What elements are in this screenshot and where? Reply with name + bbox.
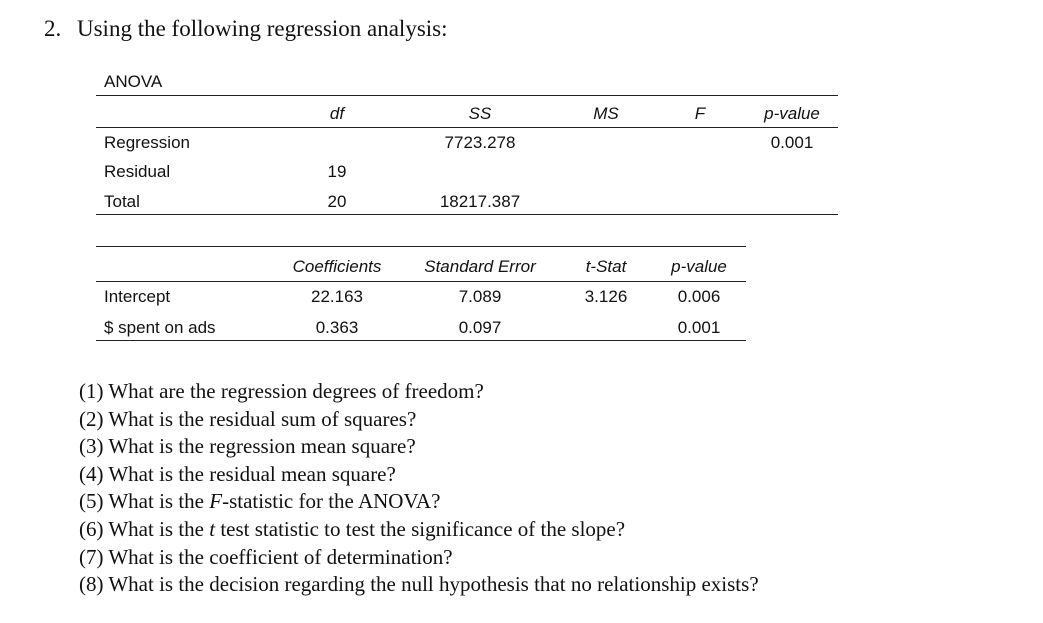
row-label: Intercept (104, 287, 171, 306)
cell-se: 0.097 (458, 318, 502, 337)
row-label: Regression (104, 133, 190, 152)
question-3: (3) What is the regression mean square? (79, 434, 416, 459)
anova-header-ms: MS (593, 104, 619, 123)
cell-tstat: 3.126 (584, 287, 628, 306)
row-label: Residual (104, 162, 171, 181)
row-label: $ spent on ads (104, 318, 216, 337)
anova-top-rule (96, 95, 838, 96)
coef-header-pvalue: p-value (671, 257, 727, 276)
question-1: (1) What are the regression degrees of f… (79, 379, 484, 403)
cell-coef: 0.363 (315, 318, 359, 337)
cell-pvalue: 0.001 (770, 133, 814, 152)
problem-text: Using the following regression analysis: (77, 16, 448, 41)
anova-header-pvalue: p-value (764, 104, 820, 123)
question-4: (4) What is the residual mean square? (79, 461, 396, 486)
coef-header-tstat: t-Stat (585, 257, 627, 276)
cell-coef: 22.163 (311, 287, 363, 306)
cell-pvalue: 0.001 (677, 318, 721, 337)
anova-header-df: df (329, 104, 345, 123)
coef-top-rule (96, 246, 746, 247)
cell-ss: 7723.278 (444, 133, 516, 152)
problem-number: 2. (44, 16, 62, 41)
anova-label: ANOVA (104, 72, 163, 91)
coef-bottom-rule (96, 340, 746, 341)
question-6: (6) What is the t test statistic to test… (79, 516, 626, 541)
question-2: (2) What is the residual sum of squares? (79, 406, 417, 431)
cell-se: 7.089 (458, 287, 502, 306)
anova-bottom-rule (96, 214, 838, 215)
problem-title: 2. Using the following regression analys… (44, 16, 448, 42)
anova-header-rule (96, 127, 838, 128)
coef-header-std-error: Standard Error (424, 257, 536, 276)
coef-header-coefficients: Coefficients (292, 257, 382, 276)
question-list: (1) What are the regression degrees of f… (79, 378, 759, 599)
question-7: (7) What is the coefficient of determina… (79, 544, 453, 569)
row-label: Total (104, 192, 140, 211)
cell-df: 19 (327, 162, 347, 181)
cell-df: 20 (327, 192, 347, 211)
question-8: (8) What is the decision regarding the n… (79, 572, 759, 597)
cell-pvalue: 0.006 (677, 287, 721, 306)
anova-header-ss: SS (468, 104, 492, 123)
anova-header-f: F (694, 104, 706, 123)
coef-header-rule (96, 281, 746, 282)
cell-ss: 18217.387 (439, 192, 521, 211)
question-5: (5) What is the F-statistic for the ANOV… (79, 489, 441, 514)
